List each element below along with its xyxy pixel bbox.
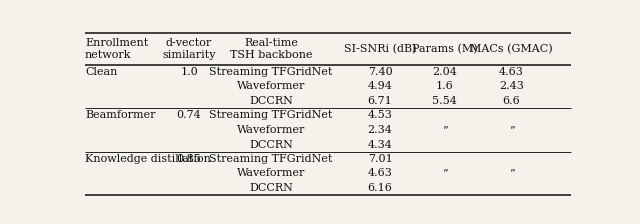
Text: DCCRN: DCCRN [249, 96, 293, 106]
Text: 7.40: 7.40 [368, 67, 392, 77]
Text: 2.43: 2.43 [499, 81, 524, 91]
Text: d-vector
similarity: d-vector similarity [163, 38, 216, 60]
Text: Knowledge distillation: Knowledge distillation [85, 154, 211, 164]
Text: 6.16: 6.16 [367, 183, 392, 193]
Text: Params (M): Params (M) [412, 44, 477, 54]
Text: DCCRN: DCCRN [249, 140, 293, 150]
Text: Beamformer: Beamformer [85, 110, 156, 120]
Text: Streaming TFGridNet: Streaming TFGridNet [209, 67, 333, 77]
Text: 4.34: 4.34 [367, 140, 392, 150]
Text: 5.54: 5.54 [432, 96, 457, 106]
Text: 2.34: 2.34 [367, 125, 392, 135]
Text: 4.63: 4.63 [367, 168, 392, 179]
Text: Streaming TFGridNet: Streaming TFGridNet [209, 154, 333, 164]
Text: DCCRN: DCCRN [249, 183, 293, 193]
Text: 7.01: 7.01 [368, 154, 392, 164]
Text: Waveformer: Waveformer [237, 168, 305, 179]
Text: Real-time
TSH backbone: Real-time TSH backbone [230, 38, 312, 60]
Text: SI-SNRi (dB): SI-SNRi (dB) [344, 44, 417, 54]
Text: Waveformer: Waveformer [237, 81, 305, 91]
Text: 1.6: 1.6 [436, 81, 453, 91]
Text: 4.53: 4.53 [367, 110, 392, 120]
Text: 6.6: 6.6 [502, 96, 520, 106]
Text: 2.04: 2.04 [432, 67, 457, 77]
Text: 6.71: 6.71 [368, 96, 392, 106]
Text: 4.63: 4.63 [499, 67, 524, 77]
Text: Streaming TFGridNet: Streaming TFGridNet [209, 110, 333, 120]
Text: Waveformer: Waveformer [237, 125, 305, 135]
Text: 1.0: 1.0 [180, 67, 198, 77]
Text: ”: ” [442, 168, 447, 179]
Text: 4.94: 4.94 [367, 81, 392, 91]
Text: 0.85: 0.85 [177, 154, 202, 164]
Text: ”: ” [442, 125, 447, 135]
Text: MACs (GMAC): MACs (GMAC) [470, 44, 553, 54]
Text: Clean: Clean [85, 67, 117, 77]
Text: Enrollment
network: Enrollment network [85, 38, 148, 60]
Text: 0.74: 0.74 [177, 110, 202, 120]
Text: ”: ” [509, 168, 515, 179]
Text: ”: ” [509, 125, 515, 135]
